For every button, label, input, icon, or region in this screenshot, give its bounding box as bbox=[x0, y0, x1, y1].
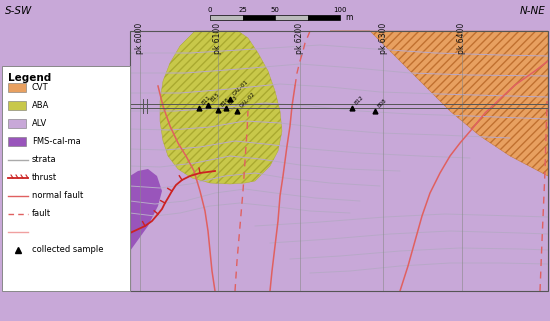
Text: Legend: Legend bbox=[8, 73, 51, 83]
Text: collected sample: collected sample bbox=[32, 246, 103, 255]
Bar bbox=[243, 15, 275, 20]
Text: 50: 50 bbox=[271, 7, 279, 13]
Text: B12: B12 bbox=[354, 95, 365, 106]
Text: pk 6300: pk 6300 bbox=[378, 23, 388, 54]
Text: GAL-02: GAL-02 bbox=[239, 91, 257, 109]
Text: ABA: ABA bbox=[32, 101, 50, 110]
Polygon shape bbox=[330, 31, 548, 176]
Text: B15: B15 bbox=[210, 92, 221, 103]
Text: ALV: ALV bbox=[32, 119, 47, 128]
Text: 100: 100 bbox=[333, 7, 346, 13]
Bar bbox=[8, 101, 26, 110]
Text: pk 6100: pk 6100 bbox=[213, 23, 223, 54]
Bar bbox=[275, 15, 307, 20]
Bar bbox=[8, 119, 26, 128]
Polygon shape bbox=[130, 169, 162, 251]
Bar bbox=[130, 31, 548, 291]
Bar bbox=[307, 15, 340, 20]
Text: FMS-cal-ma: FMS-cal-ma bbox=[32, 137, 81, 146]
Text: strata: strata bbox=[32, 155, 57, 164]
Bar bbox=[8, 83, 26, 92]
Bar bbox=[8, 137, 26, 146]
Text: pk 6200: pk 6200 bbox=[295, 23, 305, 54]
Text: pk 6000: pk 6000 bbox=[135, 23, 145, 54]
Text: B13: B13 bbox=[228, 95, 239, 106]
Text: B16: B16 bbox=[220, 97, 231, 108]
Text: 25: 25 bbox=[238, 7, 247, 13]
Text: m: m bbox=[345, 13, 353, 22]
Text: S-SW: S-SW bbox=[5, 6, 32, 16]
Text: CVT: CVT bbox=[32, 83, 48, 92]
Text: N-NE: N-NE bbox=[519, 6, 545, 16]
Bar bbox=[210, 15, 243, 20]
Text: 0: 0 bbox=[208, 7, 212, 13]
Text: B08: B08 bbox=[377, 98, 388, 109]
Text: normal fault: normal fault bbox=[32, 192, 83, 201]
Text: fault: fault bbox=[32, 210, 51, 219]
Text: GAL-01: GAL-01 bbox=[232, 79, 250, 97]
Text: B11: B11 bbox=[201, 95, 212, 106]
Polygon shape bbox=[160, 31, 282, 184]
Text: thrust: thrust bbox=[32, 173, 57, 183]
Text: pk 6400: pk 6400 bbox=[458, 23, 466, 54]
Bar bbox=[2, 66, 130, 291]
